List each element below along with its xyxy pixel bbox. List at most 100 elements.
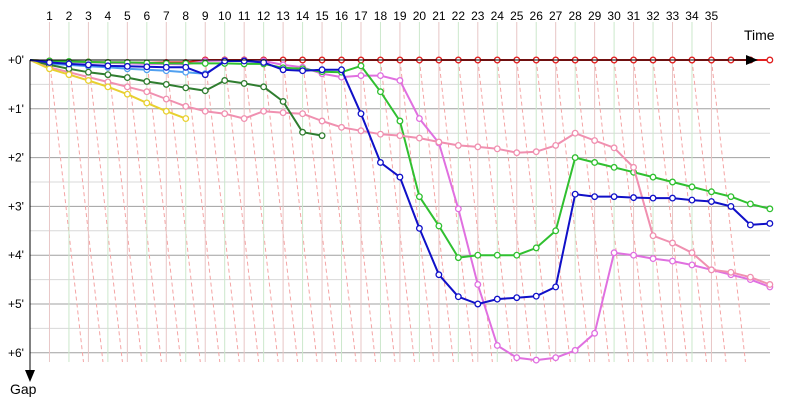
series-point (454, 205, 462, 213)
series-point (591, 329, 599, 337)
x-tick-label: 7 (163, 9, 170, 23)
series-point (493, 145, 501, 153)
lap-guide-dashed (555, 59, 591, 363)
series-point (513, 149, 521, 157)
series-point (474, 281, 482, 288)
series-point (299, 67, 307, 75)
series-point (182, 115, 190, 123)
series-point (104, 83, 112, 91)
series-point (688, 183, 696, 191)
series-point (377, 130, 384, 138)
series-point (610, 249, 618, 257)
lap-guide-dashed (302, 59, 338, 363)
series-point (669, 178, 676, 186)
series-point (532, 244, 540, 252)
lap-guide-dashed (418, 59, 454, 363)
lap-guide-dashed (107, 59, 143, 363)
series-point (571, 346, 579, 354)
lap-guide-dashed (321, 59, 357, 363)
series-layer (29, 56, 774, 364)
series-point (708, 198, 715, 205)
series-point (571, 190, 579, 198)
series-point (221, 57, 229, 65)
x-tick-labels: 1 2 3 4 5 6 7 8 9 10 11 12 13 14 15 16 17 18 19 20 21 22 23 24 2… (46, 9, 718, 23)
x-tick-label: 26 (530, 9, 544, 23)
y-tick-label: +6' (8, 346, 24, 360)
series-point (415, 224, 423, 232)
series-point (493, 342, 501, 349)
series-point (65, 60, 73, 68)
series-point (688, 261, 696, 269)
lap-guide-dashed (68, 59, 104, 363)
x-tick-label: 8 (182, 9, 189, 23)
series-point (571, 154, 579, 162)
series-point (396, 132, 404, 140)
series-point (357, 72, 365, 80)
axes: Time Gap (10, 27, 775, 397)
lap-guide-dashed (691, 59, 727, 363)
x-tick-label: 13 (276, 9, 290, 23)
series-point (377, 88, 384, 96)
lap-guide-dashed (263, 59, 299, 363)
series-point (649, 232, 657, 240)
series-point (279, 109, 287, 117)
series-point (143, 88, 151, 96)
series-point (415, 193, 423, 201)
series-point (65, 71, 73, 79)
x-tick-label: 33 (666, 9, 680, 23)
series-point (708, 188, 715, 196)
x-tick-label: 19 (393, 9, 407, 23)
x-tick-label: 4 (105, 9, 112, 23)
series-point (552, 354, 560, 362)
series-point (532, 356, 540, 364)
series-point (435, 271, 443, 279)
series-point (610, 193, 618, 201)
series-point (649, 173, 657, 181)
series-point (260, 107, 268, 115)
series-point (143, 63, 151, 71)
series-point (591, 193, 599, 201)
series-point (162, 107, 170, 115)
x-tick-label: 3 (85, 9, 92, 23)
series-point (201, 71, 209, 79)
lap-guide-dashed (613, 59, 649, 363)
series-point (454, 293, 462, 301)
time-axis-arrow (746, 55, 758, 65)
series-point (396, 173, 404, 181)
x-tick-label: 11 (238, 9, 251, 23)
series-point (162, 63, 170, 71)
lap-guide-dashed (438, 59, 474, 363)
series-point (201, 107, 209, 115)
series-2 (29, 57, 774, 364)
series-point (630, 194, 638, 202)
lap-guide-dashed (379, 59, 415, 363)
lap-guide-dashed (496, 59, 532, 363)
series-point (746, 200, 754, 208)
series-point (396, 77, 404, 84)
lap-guide-dashed (48, 59, 84, 363)
series-point (299, 110, 307, 118)
series-point (669, 239, 676, 247)
series-point (357, 110, 365, 118)
series-point (454, 254, 462, 262)
x-tick-label: 14 (296, 9, 310, 23)
series-point (221, 77, 229, 84)
series-point (338, 123, 345, 131)
series-point (649, 255, 657, 263)
series-point (532, 292, 540, 300)
series-point (279, 98, 287, 105)
series-point (415, 115, 423, 123)
series-point (513, 294, 521, 302)
x-tick-label: 34 (685, 9, 699, 23)
series-point (591, 137, 599, 144)
series-point (357, 127, 365, 135)
series-point (552, 227, 560, 235)
series-point (279, 66, 287, 74)
series-point (727, 202, 735, 210)
x-tick-label: 12 (257, 9, 271, 23)
series-point (318, 117, 326, 125)
series-point (396, 117, 404, 125)
lap-guide-dashed (165, 59, 201, 363)
series-point (143, 78, 151, 85)
